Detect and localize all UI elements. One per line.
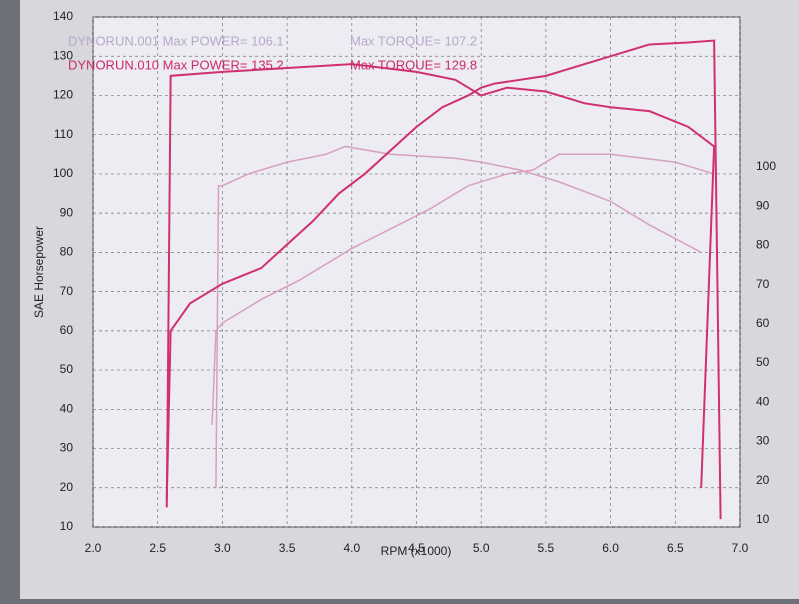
y-tick-label: 70 <box>60 284 74 298</box>
y2-tick-label: 20 <box>756 473 770 487</box>
y-tick-label: 100 <box>53 166 73 180</box>
y-tick-label: 20 <box>60 480 74 494</box>
curve <box>165 39 722 520</box>
annotation: DYNORUN.001 Max POWER= 106.1 <box>68 33 284 48</box>
y-tick-label: 140 <box>53 9 73 23</box>
y-tick-label: 60 <box>60 323 74 337</box>
annotation: Max TORQUE= 107.2 <box>350 33 477 48</box>
y-tick-label: 40 <box>60 401 74 415</box>
y2-tick-label: 70 <box>756 277 770 291</box>
y2-tick-label: 50 <box>756 355 770 369</box>
x-tick-label: 3.5 <box>279 541 296 555</box>
x-tick-label: 5.0 <box>473 541 490 555</box>
y-axis-label: SAE Horsepower <box>32 226 46 318</box>
y2-tick-label: 90 <box>756 198 770 212</box>
y-tick-label: 120 <box>53 88 73 102</box>
y-tick-label: 30 <box>60 441 74 455</box>
x-tick-label: 2.0 <box>85 541 102 555</box>
y-tick-label: 50 <box>60 362 74 376</box>
x-tick-label: 6.0 <box>602 541 619 555</box>
y2-tick-label: 60 <box>756 316 770 330</box>
x-tick-label: 2.5 <box>149 541 166 555</box>
curve <box>211 153 715 426</box>
y2-tick-label: 80 <box>756 238 770 252</box>
x-tick-label: 4.5 <box>408 541 425 555</box>
annotation: Max TORQUE= 129.8 <box>350 57 477 72</box>
y-tick-label: 130 <box>53 48 73 62</box>
curve <box>215 145 702 488</box>
y-tick-label: 90 <box>60 205 74 219</box>
y-tick-label: 80 <box>60 245 74 259</box>
x-axis-label: RPM (x1000) <box>381 544 452 558</box>
x-tick-label: 7.0 <box>732 541 749 555</box>
y2-tick-label: 100 <box>756 159 776 173</box>
x-tick-label: 3.0 <box>214 541 231 555</box>
x-tick-label: 4.0 <box>343 541 360 555</box>
y2-tick-label: 30 <box>756 434 770 448</box>
x-tick-label: 6.5 <box>667 541 684 555</box>
x-tick-label: 5.5 <box>538 541 555 555</box>
curve <box>165 63 716 508</box>
y-tick-label: 110 <box>54 127 73 141</box>
y2-tick-label: 40 <box>756 394 770 408</box>
y2-tick-label: 10 <box>756 512 770 526</box>
y-tick-label: 10 <box>60 519 74 533</box>
annotation: DYNORUN.010 Max POWER= 135.2 <box>68 57 284 72</box>
